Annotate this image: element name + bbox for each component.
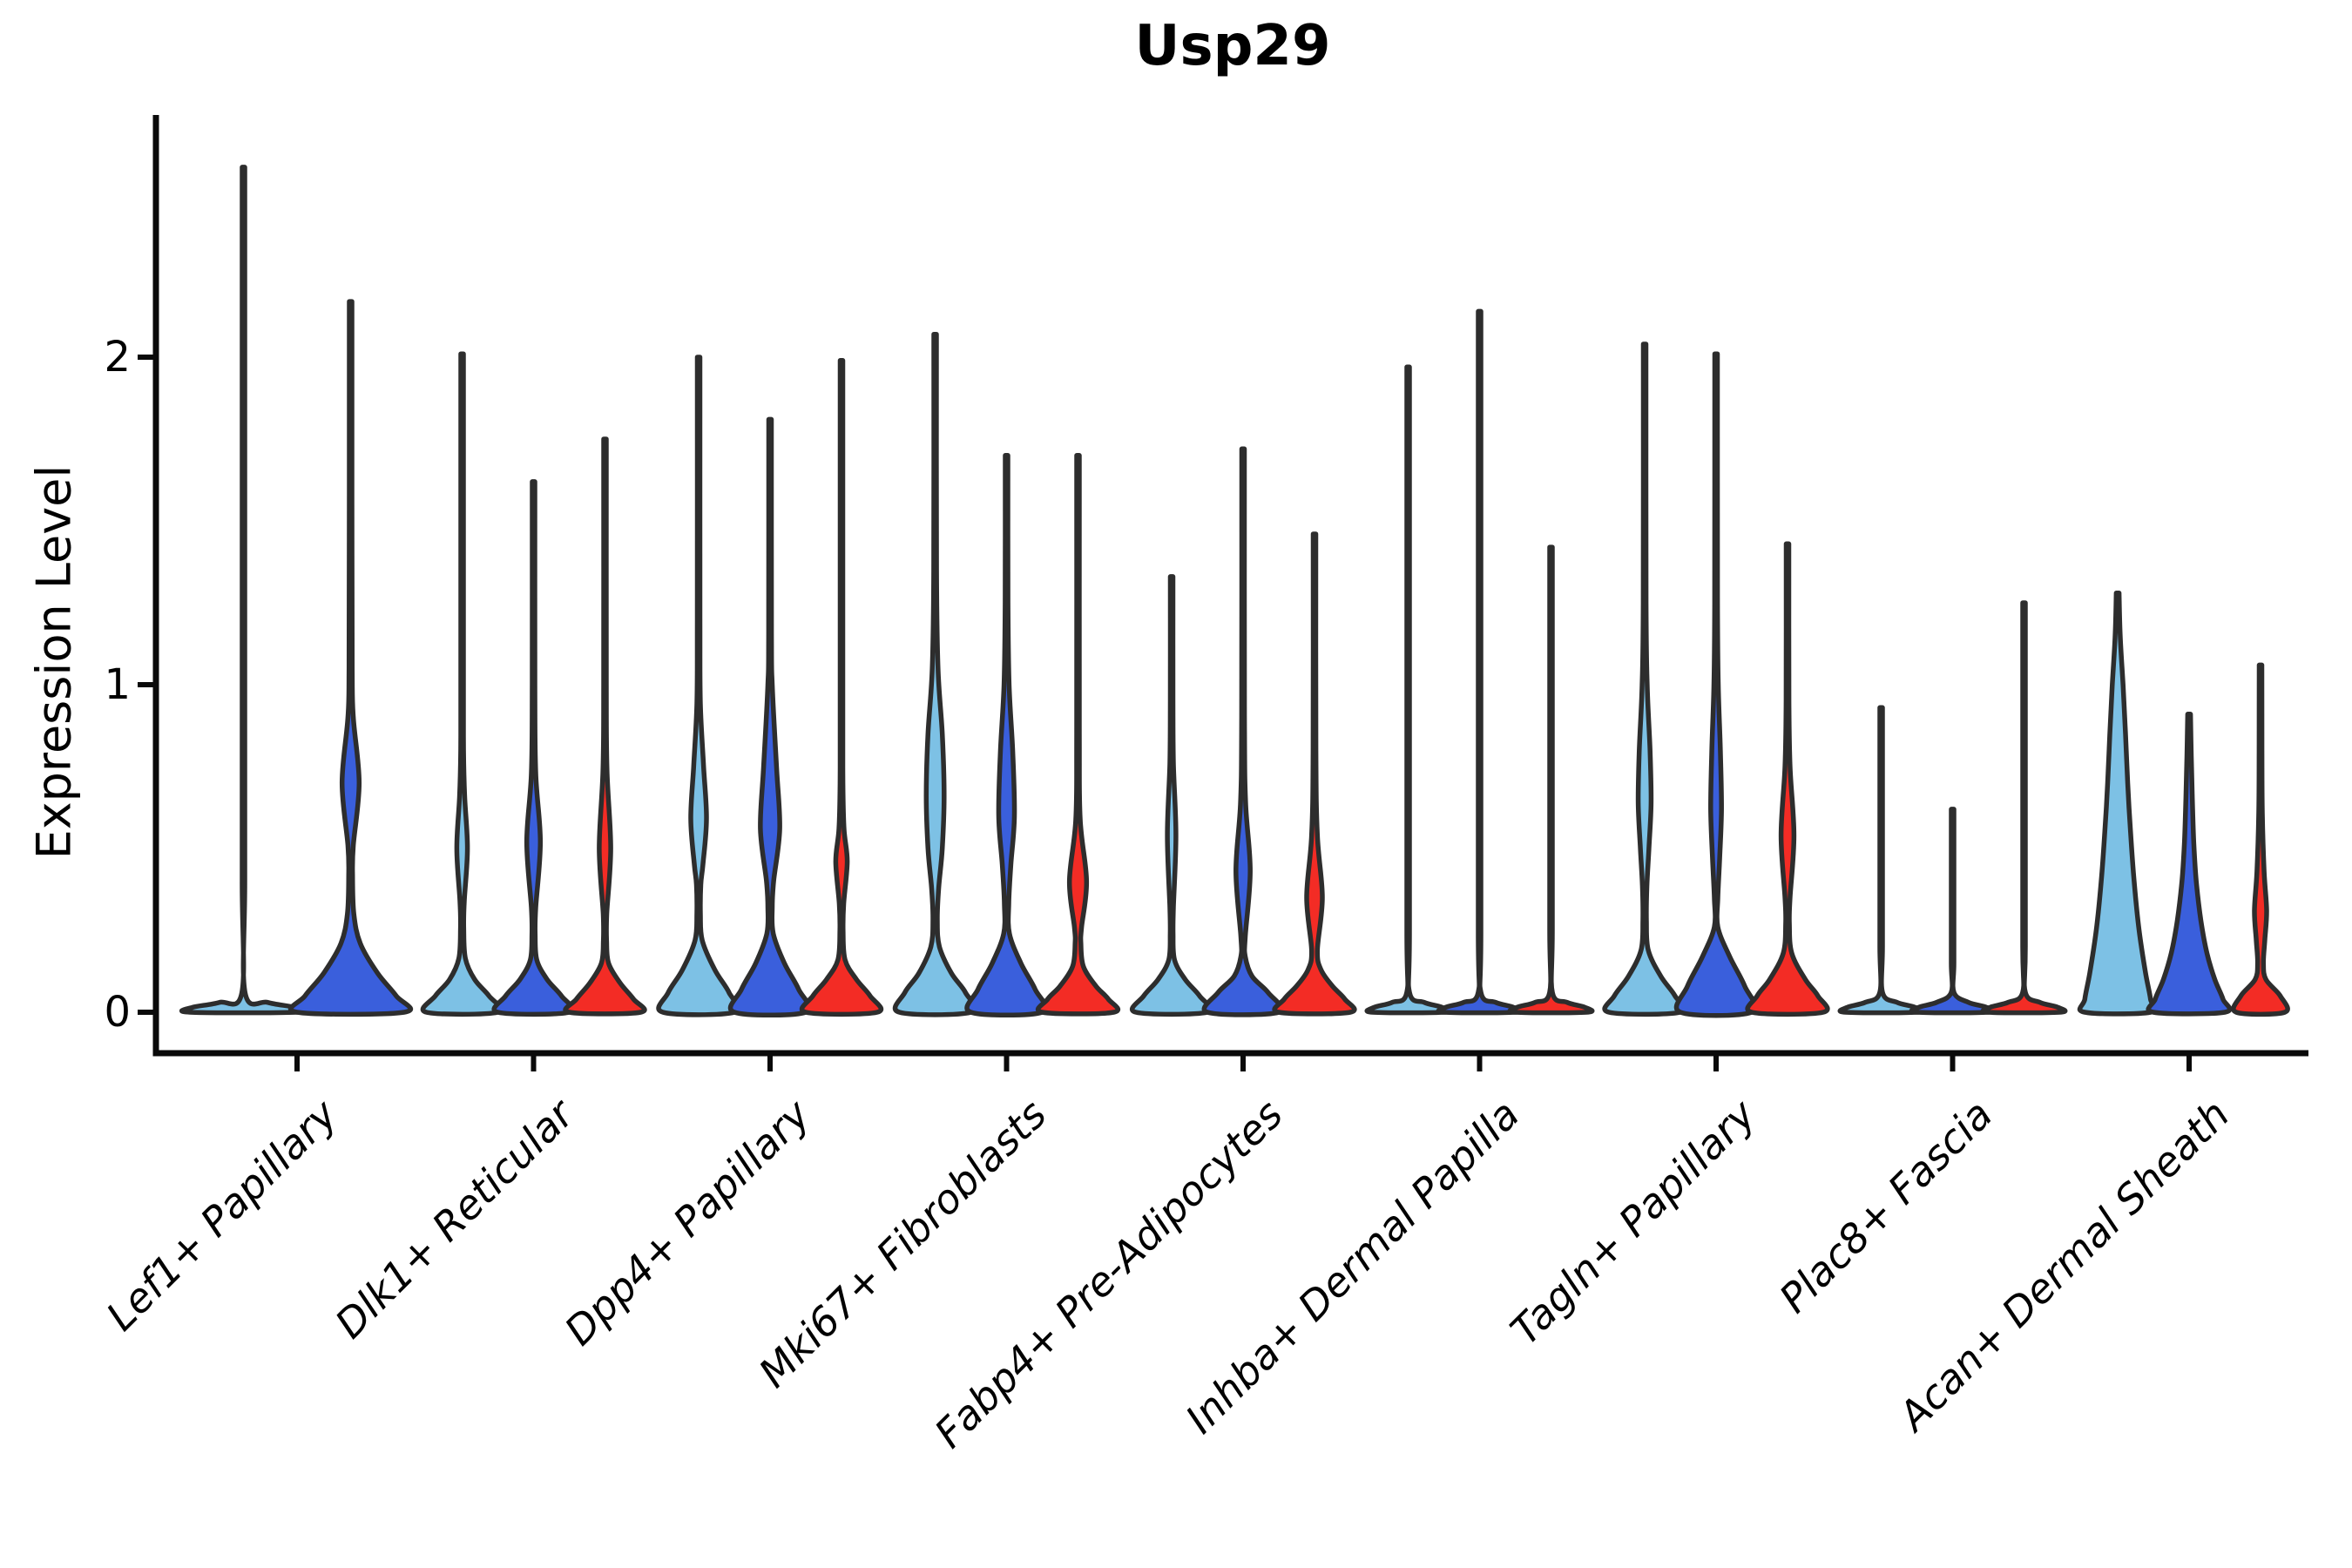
violin [2077,590,2159,1017]
violin [964,453,1049,1018]
violin [491,479,576,1017]
y-tick-label: 1 [104,660,131,709]
violin [892,331,978,1017]
violin [1507,544,1595,1016]
violin [1129,574,1214,1017]
violin [1272,531,1357,1017]
violin [179,165,308,1016]
violin [287,299,414,1017]
chart-title: Usp29 [1134,14,1331,78]
violin [1035,453,1121,1017]
y-tick-label: 0 [104,988,131,1037]
violin [1436,308,1524,1016]
violin [1201,446,1285,1017]
violin [420,351,504,1017]
y-tick-label: 2 [104,333,131,382]
violin [727,416,813,1018]
violin [563,436,647,1017]
violin [1364,364,1452,1016]
violin [656,355,741,1017]
violin [1673,351,1759,1018]
violin [1745,541,1830,1017]
violin [1602,341,1687,1017]
violin [2231,662,2290,1017]
violin [1837,705,1925,1016]
violin [2146,712,2233,1017]
violin [1909,807,1997,1016]
violin [1980,600,2068,1016]
violin [799,358,884,1017]
